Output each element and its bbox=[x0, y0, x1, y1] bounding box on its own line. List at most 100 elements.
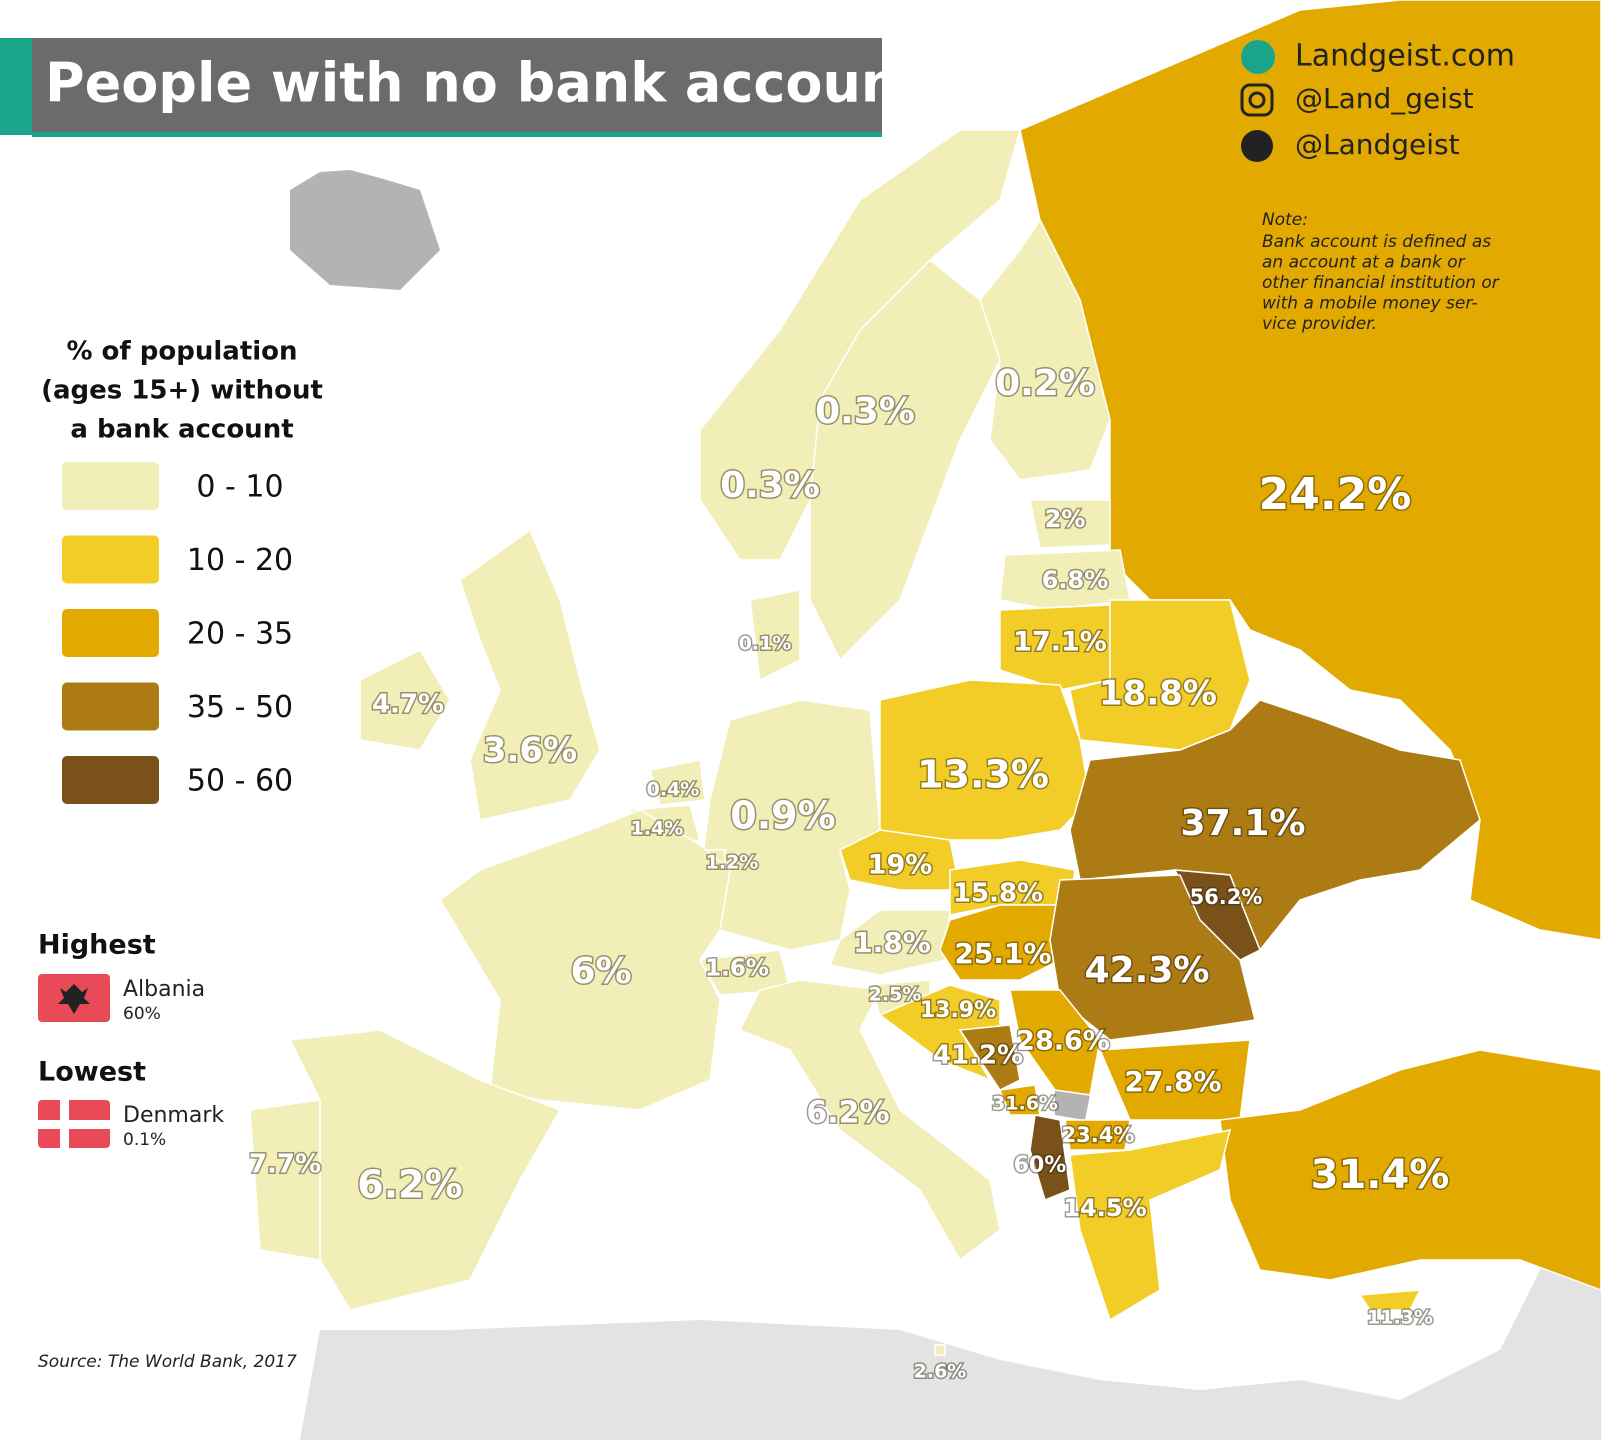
country-label: 6% bbox=[570, 951, 631, 992]
highest-country: Albania bbox=[123, 977, 205, 1002]
title-box bbox=[32, 38, 882, 135]
country bbox=[459, 528, 601, 821]
note-line: an account at a bank or bbox=[1262, 253, 1466, 273]
legend-swatch bbox=[62, 756, 159, 804]
note-line: with a mobile money ser- bbox=[1262, 294, 1478, 314]
country bbox=[649, 759, 706, 806]
country-label: 19% bbox=[868, 850, 933, 881]
legend-swatch bbox=[62, 462, 159, 510]
legend-label: 0 - 10 bbox=[196, 470, 283, 505]
country-label: 0.2% bbox=[995, 363, 1095, 404]
note-title: Note: bbox=[1262, 210, 1308, 230]
country-label: 27.8% bbox=[1124, 1065, 1221, 1098]
country-label: 14.5% bbox=[1063, 1194, 1146, 1222]
instagram-icon bbox=[1240, 83, 1274, 117]
country-label: 2.5% bbox=[869, 984, 922, 1006]
country bbox=[999, 549, 1131, 611]
albania-eagle bbox=[58, 984, 90, 1014]
country bbox=[288, 1029, 562, 1311]
highest-heading: Highest bbox=[38, 930, 156, 961]
country-label: 31.4% bbox=[1311, 1152, 1450, 1198]
country bbox=[1029, 499, 1111, 549]
country-label: 25.1% bbox=[954, 937, 1051, 970]
country-label: 7.7% bbox=[249, 1150, 321, 1180]
country bbox=[1009, 989, 1101, 1096]
kosovo bbox=[1055, 1090, 1090, 1120]
country bbox=[1358, 1289, 1422, 1311]
country-label: 13.3% bbox=[917, 753, 1049, 797]
twitter-icon bbox=[1241, 130, 1273, 162]
country bbox=[359, 649, 451, 751]
country-label: 0.9% bbox=[730, 794, 835, 838]
legend: % of population (ages 15+) without a bank … bbox=[41, 337, 323, 804]
background-land bbox=[290, 170, 1601, 1440]
country-label: 42.3% bbox=[1085, 950, 1210, 991]
country-label: 11.3% bbox=[1367, 1307, 1433, 1329]
country-label: 0.3% bbox=[815, 391, 915, 432]
denmark-cross-h bbox=[38, 1120, 110, 1129]
legend-title: a bank account bbox=[70, 415, 293, 445]
country-label: 15.8% bbox=[953, 879, 1043, 909]
legend-label: 20 - 35 bbox=[187, 617, 293, 652]
country-label: 1.8% bbox=[853, 926, 931, 959]
country-label: 23.4% bbox=[1062, 1123, 1135, 1147]
instagram: @Land_geist bbox=[1295, 82, 1474, 115]
country bbox=[749, 589, 801, 682]
country-label: 31.6% bbox=[992, 1093, 1058, 1115]
legend-swatch bbox=[62, 682, 159, 731]
country bbox=[999, 604, 1111, 691]
note-line: other financial institution or bbox=[1262, 273, 1500, 293]
country-label: 56.2% bbox=[1190, 885, 1263, 909]
instagram-icon-lens bbox=[1248, 91, 1266, 109]
country-label: 3.6% bbox=[483, 731, 577, 771]
country bbox=[1029, 1114, 1071, 1202]
country-label: 0.3% bbox=[720, 465, 820, 506]
country-label: 6.2% bbox=[357, 1163, 462, 1207]
country-label: 18.8% bbox=[1099, 674, 1217, 714]
country-label: 0.1% bbox=[739, 633, 792, 655]
country-label: 17.1% bbox=[1013, 627, 1107, 658]
twitter: @Landgeist bbox=[1295, 128, 1460, 161]
highest-value: 60% bbox=[123, 1004, 161, 1024]
title-underline bbox=[32, 132, 882, 137]
country bbox=[1069, 699, 1481, 952]
country-label: 0.4% bbox=[647, 779, 700, 801]
lowest-heading: Lowest bbox=[38, 1057, 146, 1088]
countries bbox=[249, 0, 1601, 1356]
globe-icon bbox=[1241, 40, 1275, 74]
legend-swatch bbox=[62, 535, 159, 584]
country bbox=[979, 218, 1111, 481]
iceland bbox=[290, 170, 440, 290]
country-label: 1.2% bbox=[706, 852, 759, 874]
country bbox=[1219, 1049, 1601, 1291]
country bbox=[1069, 1129, 1232, 1322]
legend-swatch bbox=[62, 609, 159, 657]
country bbox=[828, 909, 951, 976]
website: Landgeist.com bbox=[1295, 39, 1515, 74]
country-label: 1.4% bbox=[631, 818, 684, 840]
legend-title: % of population bbox=[66, 337, 297, 367]
country bbox=[934, 1344, 946, 1356]
country bbox=[1019, 0, 1601, 941]
country-label: 6.2% bbox=[806, 1096, 889, 1131]
country bbox=[738, 979, 1001, 1262]
country-label: 2.6% bbox=[914, 1361, 967, 1383]
legend-label: 35 - 50 bbox=[187, 690, 293, 725]
north-africa bbox=[300, 1250, 1601, 1440]
country bbox=[439, 809, 731, 1111]
country bbox=[699, 129, 1021, 561]
country-label: 1.6% bbox=[705, 956, 769, 982]
source: Source: The World Bank, 2017 bbox=[38, 1352, 297, 1372]
lowest-value: 0.1% bbox=[123, 1130, 166, 1150]
country-labels: 24.2% 0.2% 0.3% 0.3% 2% 6.8% 17.1% 18.8% 0.1% 4.7… bbox=[247, 362, 1450, 1385]
lowest-country: Denmark bbox=[123, 1103, 224, 1128]
country-label: 4.7% bbox=[372, 690, 444, 720]
title: People with no bank account bbox=[45, 52, 925, 115]
country-label: 28.6% bbox=[1016, 1026, 1110, 1057]
country-label: 37.1% bbox=[1181, 803, 1306, 844]
country-label: 24.2% bbox=[1259, 469, 1412, 520]
legend-title: (ages 15+) without bbox=[41, 376, 323, 406]
country bbox=[998, 1084, 1041, 1116]
